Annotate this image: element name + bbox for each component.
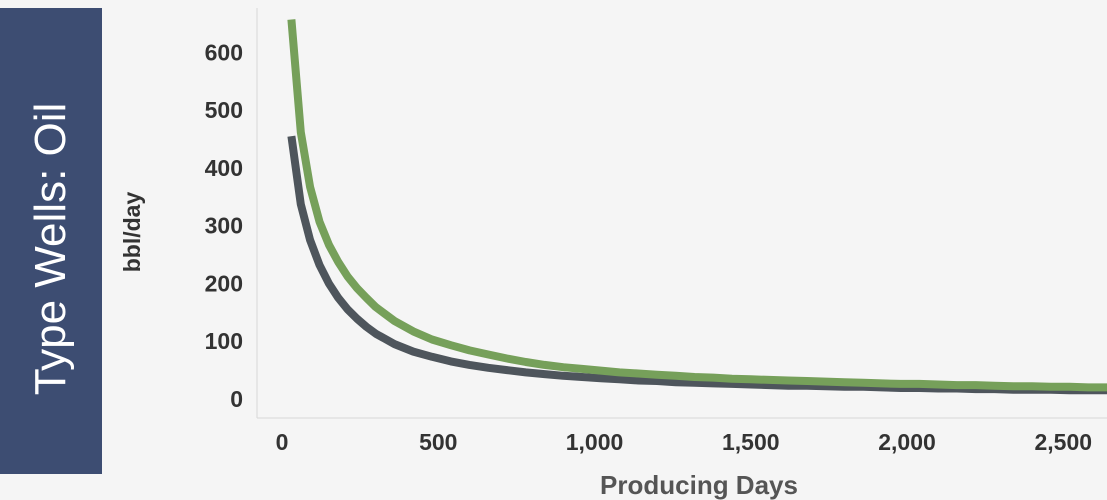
x-tick-label: 1,000 bbox=[566, 429, 624, 455]
y-tick-label: 500 bbox=[205, 97, 243, 123]
x-tick-label: 500 bbox=[419, 429, 457, 455]
y-tick-label: 400 bbox=[205, 155, 243, 181]
tick-layer: 0 100 200 300 400 500 600 0 500 1,000 1,500 2,000 2,… bbox=[205, 39, 1092, 455]
chart-axes bbox=[256, 8, 1107, 419]
y-tick-label: 200 bbox=[205, 270, 243, 296]
y-tick-label: 100 bbox=[205, 328, 243, 354]
x-tick-label: 0 bbox=[276, 429, 289, 455]
side-title-banner: Type Wells: Oil bbox=[0, 8, 102, 474]
y-tick-label: 600 bbox=[205, 39, 243, 65]
y-tick-label: 0 bbox=[230, 386, 243, 412]
x-tick-label: 2,500 bbox=[1034, 429, 1092, 455]
x-axis-title: Producing Days bbox=[600, 470, 798, 500]
y-tick-label: 300 bbox=[205, 213, 243, 239]
y-axis-title: bbl/day bbox=[119, 192, 145, 273]
series-line-1 bbox=[287, 19, 1107, 392]
series-layer bbox=[287, 19, 1107, 395]
x-tick-label: 1,500 bbox=[722, 429, 780, 455]
series-line-2 bbox=[287, 135, 1107, 395]
x-tick-label: 2,000 bbox=[878, 429, 936, 455]
